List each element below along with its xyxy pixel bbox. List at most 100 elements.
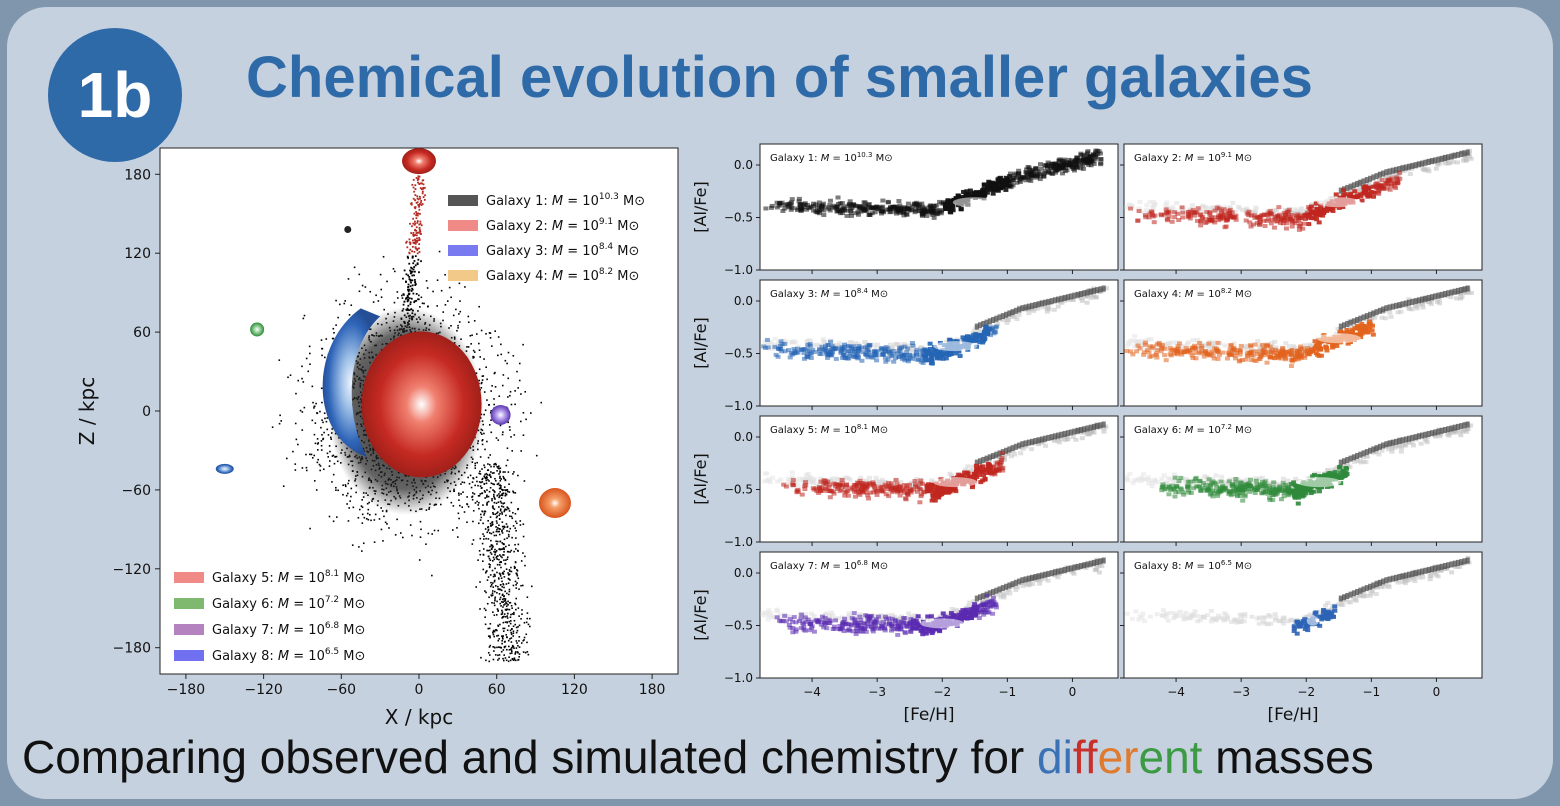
particle — [405, 273, 408, 276]
particle — [426, 287, 429, 289]
particle — [504, 471, 506, 473]
data-cell — [972, 339, 978, 344]
particle — [515, 522, 518, 525]
particle — [493, 604, 496, 607]
particle — [495, 556, 498, 559]
data-cell — [835, 195, 841, 200]
data-cell — [885, 200, 891, 205]
reference-cell — [1209, 343, 1215, 348]
data-cell — [867, 353, 873, 358]
particle — [335, 324, 337, 326]
data-cell — [1053, 170, 1059, 175]
data-cell — [896, 355, 902, 360]
data-cell — [1321, 209, 1327, 214]
particle — [513, 647, 515, 649]
particle — [422, 183, 425, 186]
reference-track-cell — [1030, 302, 1035, 309]
particle — [505, 489, 508, 492]
data-cell — [829, 352, 835, 357]
particle — [498, 493, 500, 495]
particle — [396, 297, 399, 299]
reference-track-cell — [1459, 287, 1464, 294]
particle — [494, 567, 496, 570]
data-cell — [1084, 152, 1090, 157]
reference-cell — [919, 345, 925, 350]
particle — [412, 233, 415, 236]
particle — [409, 222, 411, 225]
particle — [365, 517, 368, 520]
data-cell — [1214, 205, 1220, 210]
data-cell — [840, 355, 846, 360]
particle — [319, 469, 321, 472]
reference-cell — [1000, 318, 1006, 323]
particle — [322, 437, 325, 440]
particle — [321, 354, 323, 357]
particle — [489, 332, 492, 334]
data-cell — [1218, 211, 1224, 216]
particle — [463, 511, 466, 513]
data-cell — [906, 205, 912, 210]
particle — [456, 527, 458, 529]
particle — [380, 288, 383, 291]
particle — [297, 443, 299, 446]
particle — [361, 522, 364, 524]
data-cell — [868, 206, 874, 211]
particle — [495, 502, 498, 504]
particle — [490, 476, 492, 479]
data-cell — [1231, 215, 1237, 220]
reference-track-cell — [1023, 304, 1028, 311]
reference-cell — [1269, 341, 1275, 346]
particle — [509, 659, 512, 662]
particle — [457, 492, 460, 495]
particle — [498, 473, 500, 475]
particle — [496, 600, 498, 603]
data-cell — [1219, 208, 1225, 213]
data-cell — [1192, 210, 1198, 215]
data-cell — [1011, 175, 1017, 180]
data-cell — [774, 200, 780, 205]
particle — [471, 481, 474, 483]
reference-track-cell — [1410, 298, 1415, 305]
particle — [517, 607, 520, 609]
particle — [488, 463, 491, 466]
reference-track-cell — [1397, 302, 1402, 309]
particle — [505, 609, 508, 611]
particle — [504, 590, 506, 593]
reference-track-cell — [1446, 154, 1451, 161]
reference-track-cell — [1439, 155, 1444, 162]
particle — [515, 631, 518, 634]
particle — [446, 300, 449, 302]
particle — [436, 305, 438, 307]
data-cell — [967, 188, 973, 193]
data-cell — [796, 199, 802, 204]
data-cell — [1041, 172, 1047, 177]
particle — [421, 302, 424, 305]
reference-cell — [1468, 291, 1474, 296]
particle — [481, 443, 484, 446]
data-cell — [841, 342, 847, 347]
particle — [488, 646, 491, 648]
particle — [507, 533, 510, 536]
particle — [515, 647, 518, 649]
reference-track-cell — [1082, 290, 1087, 297]
reference-cell — [816, 344, 822, 349]
particle — [419, 520, 422, 523]
particle — [411, 245, 414, 248]
data-cell — [1261, 218, 1267, 223]
data-cell — [1391, 181, 1397, 186]
particle — [523, 480, 526, 482]
particle — [481, 481, 484, 483]
particle — [483, 391, 486, 393]
particle — [414, 207, 417, 210]
particle — [506, 556, 509, 558]
particle — [522, 434, 525, 437]
data-cell — [847, 351, 853, 356]
reference-cell — [1459, 295, 1465, 300]
y-tick-label: 0.0 — [734, 294, 753, 308]
particle — [513, 567, 516, 570]
data-cell — [816, 347, 822, 352]
particle — [502, 627, 504, 630]
particle — [419, 230, 422, 233]
particle — [502, 635, 504, 637]
particle — [458, 517, 460, 520]
